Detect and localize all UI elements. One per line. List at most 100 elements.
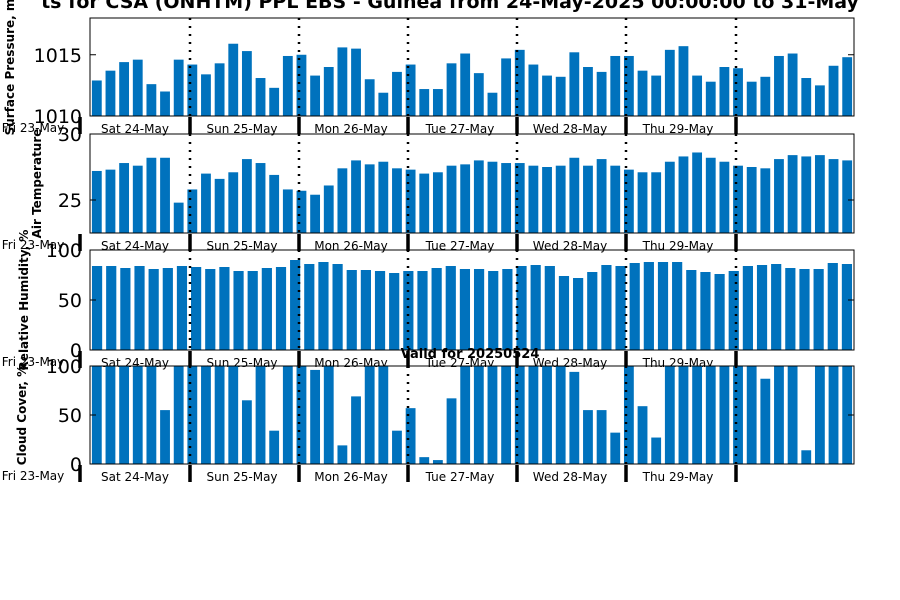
air-temperature-bar — [405, 169, 416, 233]
cloud-cover-bar — [651, 437, 662, 464]
surface-pressure-bar — [596, 71, 607, 116]
relative-humidity-bar — [459, 269, 471, 350]
air-temperature-bar — [105, 169, 116, 233]
cloud-cover-bar — [228, 366, 239, 464]
relative-humidity-bar — [332, 264, 343, 350]
air-temperature-bar — [678, 156, 689, 233]
cloud-cover-bar — [542, 366, 552, 464]
cloud-cover-bar — [187, 366, 198, 464]
relative-humidity-ylabel: Relative Humidity, % — [17, 230, 31, 371]
cloud-cover-bar — [173, 366, 184, 464]
cloud-cover-bar — [583, 410, 593, 464]
cloud-cover-start-label: Fri 23-May — [2, 469, 65, 483]
surface-pressure-bar — [501, 58, 512, 116]
relative-humidity-ytick-label: 100 — [46, 240, 82, 262]
relative-humidity-bar — [700, 272, 711, 350]
surface-pressure-bar — [310, 75, 321, 116]
surface-pressure-axes-frame — [89, 17, 855, 117]
air-temperature-bar — [664, 161, 675, 233]
cloud-cover-bar — [337, 445, 348, 464]
air-temperature-bar — [514, 163, 525, 233]
cloud-cover-bar — [201, 366, 211, 464]
relative-humidity-bar — [813, 269, 824, 350]
surface-pressure-bar — [364, 79, 375, 116]
relative-humidity-bar — [530, 265, 541, 350]
cloud-cover-bar — [678, 366, 689, 464]
air-temperature-bar — [637, 172, 648, 233]
relative-humidity-bar — [629, 263, 640, 350]
air-temperature-bar — [733, 165, 743, 233]
air-temperature-bar — [419, 173, 430, 233]
air-temperature-bar — [119, 163, 130, 233]
surface-pressure-bar — [173, 59, 184, 116]
air-temperature-day-label: Thu 29-May — [642, 239, 714, 253]
surface-pressure-bar — [392, 71, 402, 116]
air-temperature-ytick-label: 25 — [58, 190, 82, 212]
relative-humidity-bar — [771, 264, 782, 350]
surface-pressure-bar — [760, 76, 771, 116]
surface-pressure-bar — [828, 65, 839, 116]
surface-pressure-bar — [323, 67, 334, 116]
surface-pressure-bar — [705, 81, 716, 116]
air-temperature-day-label: Mon 26-May — [314, 239, 388, 253]
cloud-cover-bar — [637, 406, 648, 464]
cloud-cover-ylabel: Cloud Cover, % — [15, 365, 29, 465]
surface-pressure-day-label: Tue 27-May — [425, 122, 495, 136]
cloud-cover-bar — [405, 408, 416, 464]
air-temperature-bar — [228, 172, 239, 233]
relative-humidity-bar — [445, 266, 456, 350]
figure-title: ts for CSA (ONHTM) PPL EBS - Guinea from… — [41, 0, 859, 13]
cloud-cover-bar — [446, 398, 457, 464]
cloud-cover-bar — [91, 366, 102, 464]
air-temperature-bar — [201, 173, 211, 233]
cloud-cover-day-label: Wed 28-May — [533, 470, 607, 484]
relative-humidity-ytick-label: 50 — [58, 290, 82, 312]
air-temperature-day-label: Wed 28-May — [533, 239, 607, 253]
surface-pressure-bar — [637, 70, 648, 116]
air-temperature-bar — [596, 159, 607, 233]
air-temperature-bar — [364, 164, 375, 233]
surface-pressure-bar — [91, 80, 102, 116]
surface-pressure-start-label: Fri 23-May — [2, 121, 65, 135]
surface-pressure-bar — [692, 75, 703, 116]
air-temperature-bar — [501, 163, 512, 233]
surface-pressure-bar — [269, 87, 280, 116]
surface-pressure-bar — [555, 76, 566, 116]
air-temperature-bar — [692, 152, 703, 233]
relative-humidity-bar — [219, 267, 230, 350]
cloud-cover-bar — [719, 366, 730, 464]
air-temperature-bar — [146, 157, 157, 233]
air-temperature-bar — [392, 168, 402, 233]
cloud-cover-bar — [160, 410, 170, 464]
relative-humidity-bar — [417, 271, 428, 350]
surface-pressure-bar — [569, 52, 580, 116]
cloud-cover-bar — [392, 430, 402, 464]
air-temperature-bar — [91, 170, 102, 233]
cloud-cover-bar — [801, 450, 812, 464]
air-temperature-bar — [241, 159, 252, 233]
cloud-cover-bar — [241, 400, 252, 464]
relative-humidity-bar — [686, 270, 697, 350]
surface-pressure-bar — [514, 49, 525, 116]
surface-pressure-bar — [746, 81, 757, 116]
relative-humidity-bar — [558, 276, 570, 350]
relative-humidity-bar — [346, 270, 357, 350]
cloud-cover-bar — [774, 366, 784, 464]
surface-pressure-bar — [228, 43, 239, 117]
surface-pressure-bar — [419, 89, 430, 116]
air-temperature-ylabel: Air Temperature — [30, 129, 44, 239]
cloud-cover-bar — [596, 410, 607, 464]
cloud-cover-day-label: Sun 25-May — [206, 470, 277, 484]
surface-pressure-bar — [774, 55, 784, 116]
relative-humidity-bar — [261, 268, 272, 350]
cloud-cover-bar — [828, 366, 839, 464]
surface-pressure-bar — [146, 84, 157, 116]
surface-pressure-day-label: Sun 25-May — [206, 122, 277, 136]
cloud-cover-bar — [419, 457, 430, 464]
air-temperature-bar — [719, 161, 730, 233]
cloud-cover-bar — [705, 366, 716, 464]
cloud-cover-ytick-label: 50 — [58, 405, 82, 427]
air-temperature-bar — [814, 155, 825, 233]
surface-pressure-bar — [528, 64, 539, 116]
air-temperature-day-label: Sat 24-May — [101, 239, 169, 253]
